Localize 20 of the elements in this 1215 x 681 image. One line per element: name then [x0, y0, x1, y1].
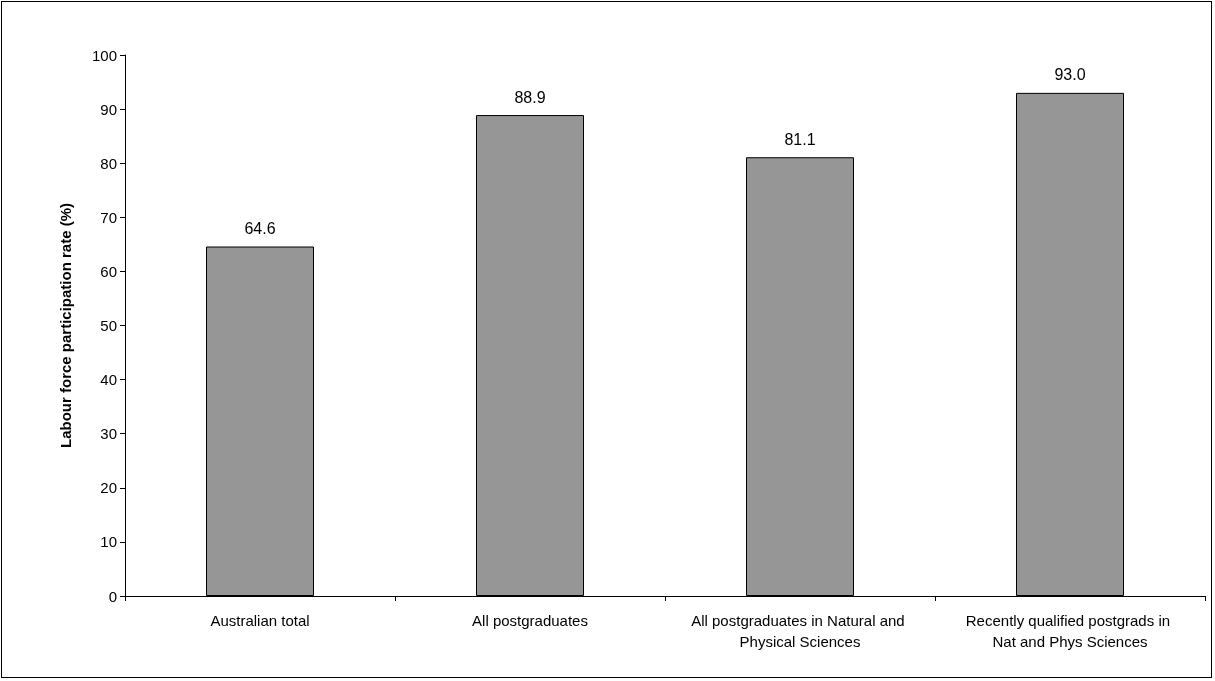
- y-axis-title: Labour force participation rate (%): [57, 202, 74, 449]
- y-tick-label: 100: [91, 46, 117, 64]
- data-label: 81.1: [784, 130, 816, 148]
- x-tick-label: All postgraduates: [472, 612, 588, 629]
- y-tick-label: 20: [100, 479, 117, 497]
- data-label: 93.0: [1054, 66, 1086, 84]
- y-tick-label: 80: [100, 154, 117, 172]
- x-tick-label: Recently qualified postgrads in Nat and Phys Sciences: [965, 612, 1175, 650]
- y-tick-label: 90: [100, 100, 117, 118]
- x-tick-label: All postgraduates in Natural and Physical Sciences: [691, 612, 909, 650]
- y-tick-label: 10: [100, 533, 117, 551]
- y-tick-label: 30: [100, 425, 117, 443]
- data-label: 88.9: [514, 88, 546, 106]
- y-tick-label: 50: [100, 317, 117, 334]
- x-tick-label: Australian total: [210, 612, 310, 629]
- y-tick-label: 40: [100, 371, 117, 389]
- data-label: 64.6: [244, 220, 276, 238]
- y-tick-label: 70: [100, 208, 117, 226]
- y-tick-label: 60: [100, 262, 117, 280]
- y-tick-label: 0: [108, 587, 117, 605]
